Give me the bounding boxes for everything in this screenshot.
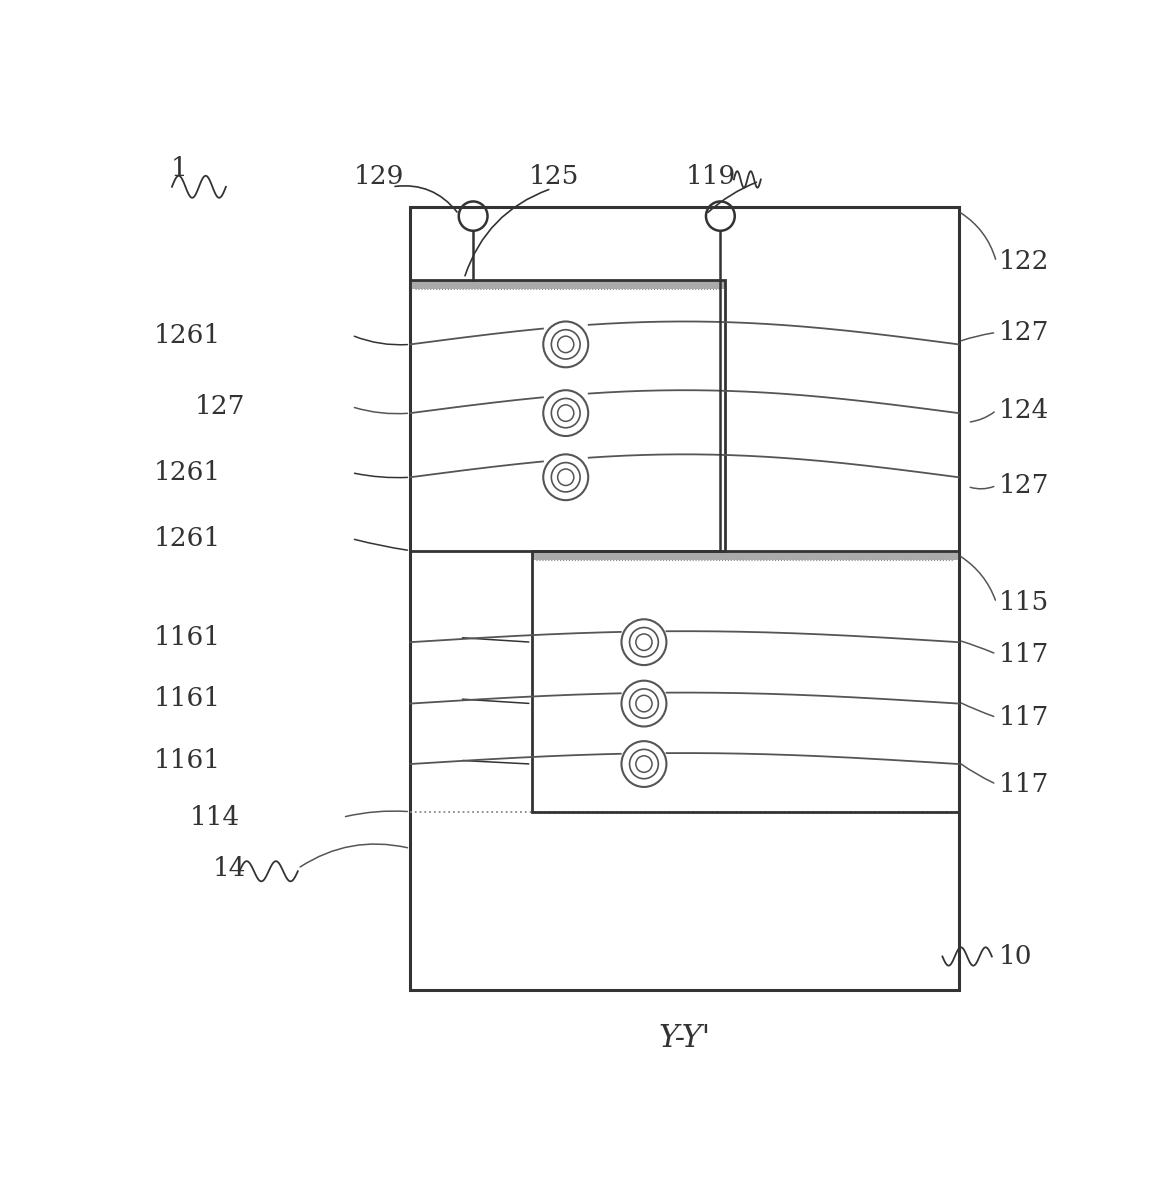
Text: 124: 124 (999, 397, 1050, 422)
Text: 127: 127 (195, 394, 245, 419)
Text: 1161: 1161 (154, 625, 222, 650)
Text: 127: 127 (999, 472, 1050, 497)
Text: 1261: 1261 (154, 322, 222, 347)
Text: 127: 127 (999, 320, 1050, 345)
Bar (531, 551, 958, 559)
Text: 117: 117 (999, 641, 1050, 666)
Text: 114: 114 (190, 804, 240, 829)
Bar (531, 551, 958, 812)
Text: 117: 117 (999, 771, 1050, 797)
Bar (411, 280, 725, 551)
Text: 1261: 1261 (154, 461, 222, 486)
Text: 122: 122 (999, 250, 1050, 275)
Text: 129: 129 (354, 164, 404, 189)
Bar (411, 207, 958, 990)
Text: 1161: 1161 (154, 747, 222, 772)
Text: 119: 119 (687, 164, 737, 189)
Bar (411, 280, 725, 289)
Text: 115: 115 (999, 590, 1050, 615)
Text: 125: 125 (529, 164, 579, 189)
Text: 10: 10 (999, 944, 1032, 969)
Text: 1: 1 (171, 156, 188, 181)
Text: 1261: 1261 (154, 526, 222, 551)
Text: Y-Y': Y-Y' (659, 1022, 710, 1053)
Text: 117: 117 (999, 704, 1050, 729)
Text: 1161: 1161 (154, 687, 222, 712)
Text: 14: 14 (212, 856, 246, 881)
